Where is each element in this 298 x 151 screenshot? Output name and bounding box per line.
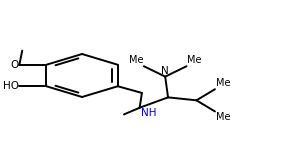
- Text: Me: Me: [128, 56, 143, 66]
- Text: Me: Me: [216, 79, 230, 88]
- Text: Me: Me: [216, 112, 230, 122]
- Text: HO: HO: [2, 81, 18, 91]
- Text: NH: NH: [141, 108, 156, 119]
- Text: Me: Me: [187, 56, 202, 66]
- Text: O: O: [10, 60, 18, 70]
- Text: N: N: [161, 66, 169, 76]
